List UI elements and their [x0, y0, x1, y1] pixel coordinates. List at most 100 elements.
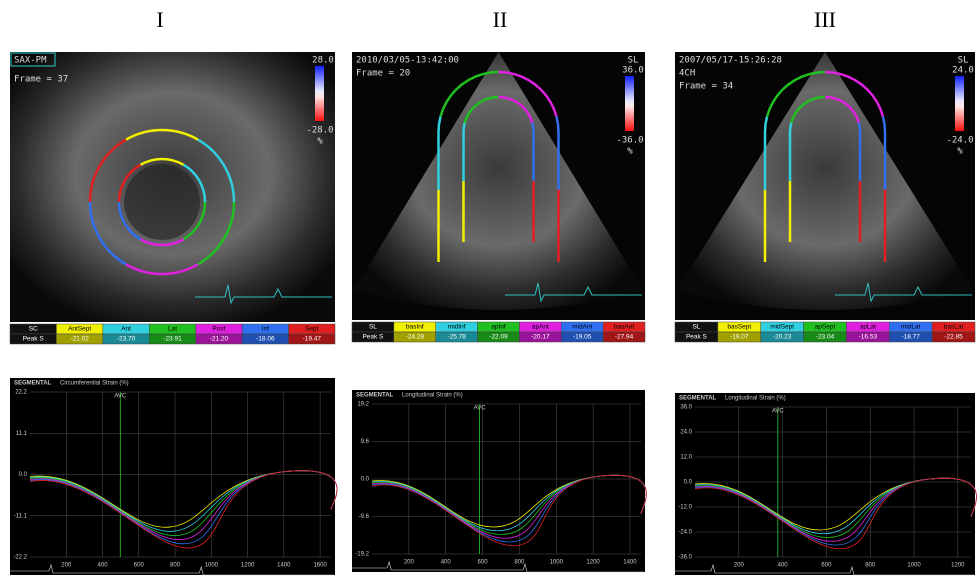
scale-bottom: -36.0: [616, 136, 643, 146]
table-header: basInf: [406, 324, 424, 331]
strain-curve: [29, 470, 338, 549]
table-header: basSept: [727, 324, 751, 331]
table-value: -19.07: [730, 334, 749, 341]
segment-arc: [182, 201, 207, 241]
plot-subtitle: Longitudinal Strain (%): [725, 396, 786, 402]
table-value: -19.47: [303, 336, 322, 343]
x-tick-label: 1000: [205, 563, 219, 569]
table-header: midLat: [901, 324, 921, 331]
strain-curve: [694, 477, 977, 550]
segment-line: [824, 70, 885, 117]
segment-arc: [125, 263, 199, 276]
table-header: Sept: [305, 326, 319, 333]
scale-name: SL: [958, 56, 969, 66]
table-header: apSept: [815, 324, 836, 331]
table-value: -20.17: [531, 334, 550, 341]
x-tick-label: 1400: [277, 563, 291, 569]
table-value: -18.06: [256, 336, 275, 343]
segment-line: [857, 122, 862, 181]
sector: [677, 52, 973, 310]
segment-arc: [125, 128, 199, 141]
x-tick-label: 600: [478, 560, 489, 566]
table-value: -23.91: [163, 336, 182, 343]
segment-arc: [88, 138, 127, 203]
scale-unit: %: [627, 147, 633, 157]
table-value: Peak S: [686, 334, 708, 341]
x-tick-label: 800: [865, 563, 876, 569]
y-tick-label: -19.2: [355, 552, 369, 558]
avc-label: AVC: [474, 406, 487, 412]
sector: [354, 52, 643, 310]
y-tick-label: 11.1: [16, 431, 28, 437]
ecg-trace: [352, 560, 645, 573]
scale-name: SL: [628, 56, 639, 66]
segment-line: [881, 116, 887, 190]
color-bar: [625, 76, 634, 131]
color-bar: [315, 66, 324, 121]
table-header: AntSept: [68, 326, 91, 333]
overlay-text: Frame = 20: [356, 69, 410, 79]
plot-subtitle: Longitudinal Strain (%): [402, 393, 463, 399]
segment-line: [498, 95, 534, 124]
segment-line: [824, 95, 860, 124]
ecg-trace: [835, 282, 972, 303]
segment-line: [437, 116, 442, 190]
segment-arc: [88, 201, 127, 266]
segment-arc: [197, 138, 236, 203]
x-tick-label: 200: [734, 563, 745, 569]
strain-curve: [371, 474, 647, 547]
segment-line: [498, 70, 558, 117]
segment-line: [463, 95, 499, 124]
overlay-text: Frame = 37: [14, 75, 68, 85]
segment-arc: [182, 163, 207, 203]
panel-label: II: [493, 7, 508, 32]
scale-top: 24.0: [952, 66, 974, 76]
ecg-trace: [195, 284, 332, 305]
table-value: -27.94: [615, 334, 634, 341]
ecg-trace: [10, 563, 334, 576]
table-value: -23.04: [816, 334, 835, 341]
table-header: apLat: [860, 324, 876, 331]
table-cell: [288, 333, 336, 345]
overlay-text: 2007/05/17-15:26:28: [679, 56, 782, 66]
table-header: Post: [212, 326, 225, 333]
overlay-text: 4CH: [679, 69, 695, 79]
table-value: -23.70: [117, 336, 136, 343]
table-value: -20.23: [773, 334, 792, 341]
plot-bg: [675, 393, 975, 575]
y-tick-label: -36.0: [678, 555, 692, 561]
overlay-text: 2010/03/05-13:42:00: [356, 56, 459, 66]
table-value: -25.78: [447, 334, 466, 341]
y-tick-label: 36.0: [680, 405, 692, 411]
y-tick-label: -22.2: [13, 555, 27, 561]
scale-bottom: -24.0: [946, 136, 973, 146]
y-tick-label: 0.0: [361, 477, 370, 483]
x-tick-label: 1200: [951, 563, 965, 569]
table-value: Peak S: [23, 336, 45, 343]
segment-arc: [197, 201, 236, 266]
y-tick-label: 12.0: [680, 455, 692, 461]
x-tick-label: 400: [441, 560, 452, 566]
segment-arc: [139, 238, 185, 247]
table-value: -16.53: [859, 334, 878, 341]
avc-label: AVC: [114, 394, 127, 400]
cavity: [124, 164, 200, 240]
overlay-text: SAX-PM: [14, 56, 47, 66]
ecg-trace: [675, 563, 974, 576]
scale-unit: %: [957, 147, 963, 157]
segment-line: [462, 122, 466, 181]
table-value: -24.28: [406, 334, 425, 341]
x-tick-label: 1400: [623, 560, 637, 566]
table-cell: [931, 331, 976, 343]
x-tick-label: 1000: [907, 563, 921, 569]
table-value: Peak S: [362, 334, 384, 341]
y-tick-label: 0.0: [684, 480, 693, 486]
plot-bg: [10, 378, 335, 575]
segment-line: [531, 122, 535, 181]
x-tick-label: 200: [404, 560, 415, 566]
table-value: -19.05: [573, 334, 592, 341]
y-tick-label: 19.2: [357, 402, 369, 408]
scale-bottom: -28.0: [306, 126, 333, 136]
segment-line: [555, 116, 560, 190]
x-tick-label: 1200: [241, 563, 255, 569]
